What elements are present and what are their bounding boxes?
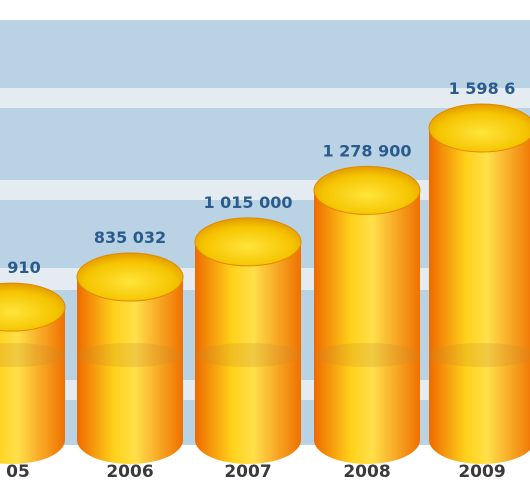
bar-band [429, 343, 530, 367]
bar-band [77, 343, 183, 367]
bar [194, 217, 302, 464]
bar-body [429, 128, 530, 464]
bar-band [0, 343, 65, 367]
value-label: 1 598 6 [449, 79, 516, 98]
bar-top [428, 103, 530, 153]
value-label: 910 [7, 258, 40, 277]
x-tick-label: 2008 [343, 462, 390, 482]
x-tick-label: 2007 [224, 462, 271, 482]
bar [76, 252, 184, 464]
bar-top [194, 217, 302, 267]
bar-top [313, 165, 421, 215]
bar [0, 282, 66, 464]
bar-band [314, 343, 420, 367]
bar [313, 165, 421, 464]
value-label: 1 015 000 [203, 193, 292, 212]
bar-band [195, 343, 301, 367]
bar [428, 103, 530, 464]
bar-body [0, 307, 65, 464]
bar-body [314, 190, 420, 464]
bar-top [76, 252, 184, 302]
x-tick-label: 05 [6, 462, 30, 482]
bar-body [77, 277, 183, 464]
bar-body [195, 241, 301, 464]
x-tick-label: 2009 [458, 462, 505, 482]
value-label: 1 278 900 [322, 141, 411, 160]
value-label: 835 032 [94, 228, 166, 247]
bar-top [0, 282, 66, 332]
x-tick-label: 2006 [106, 462, 153, 482]
